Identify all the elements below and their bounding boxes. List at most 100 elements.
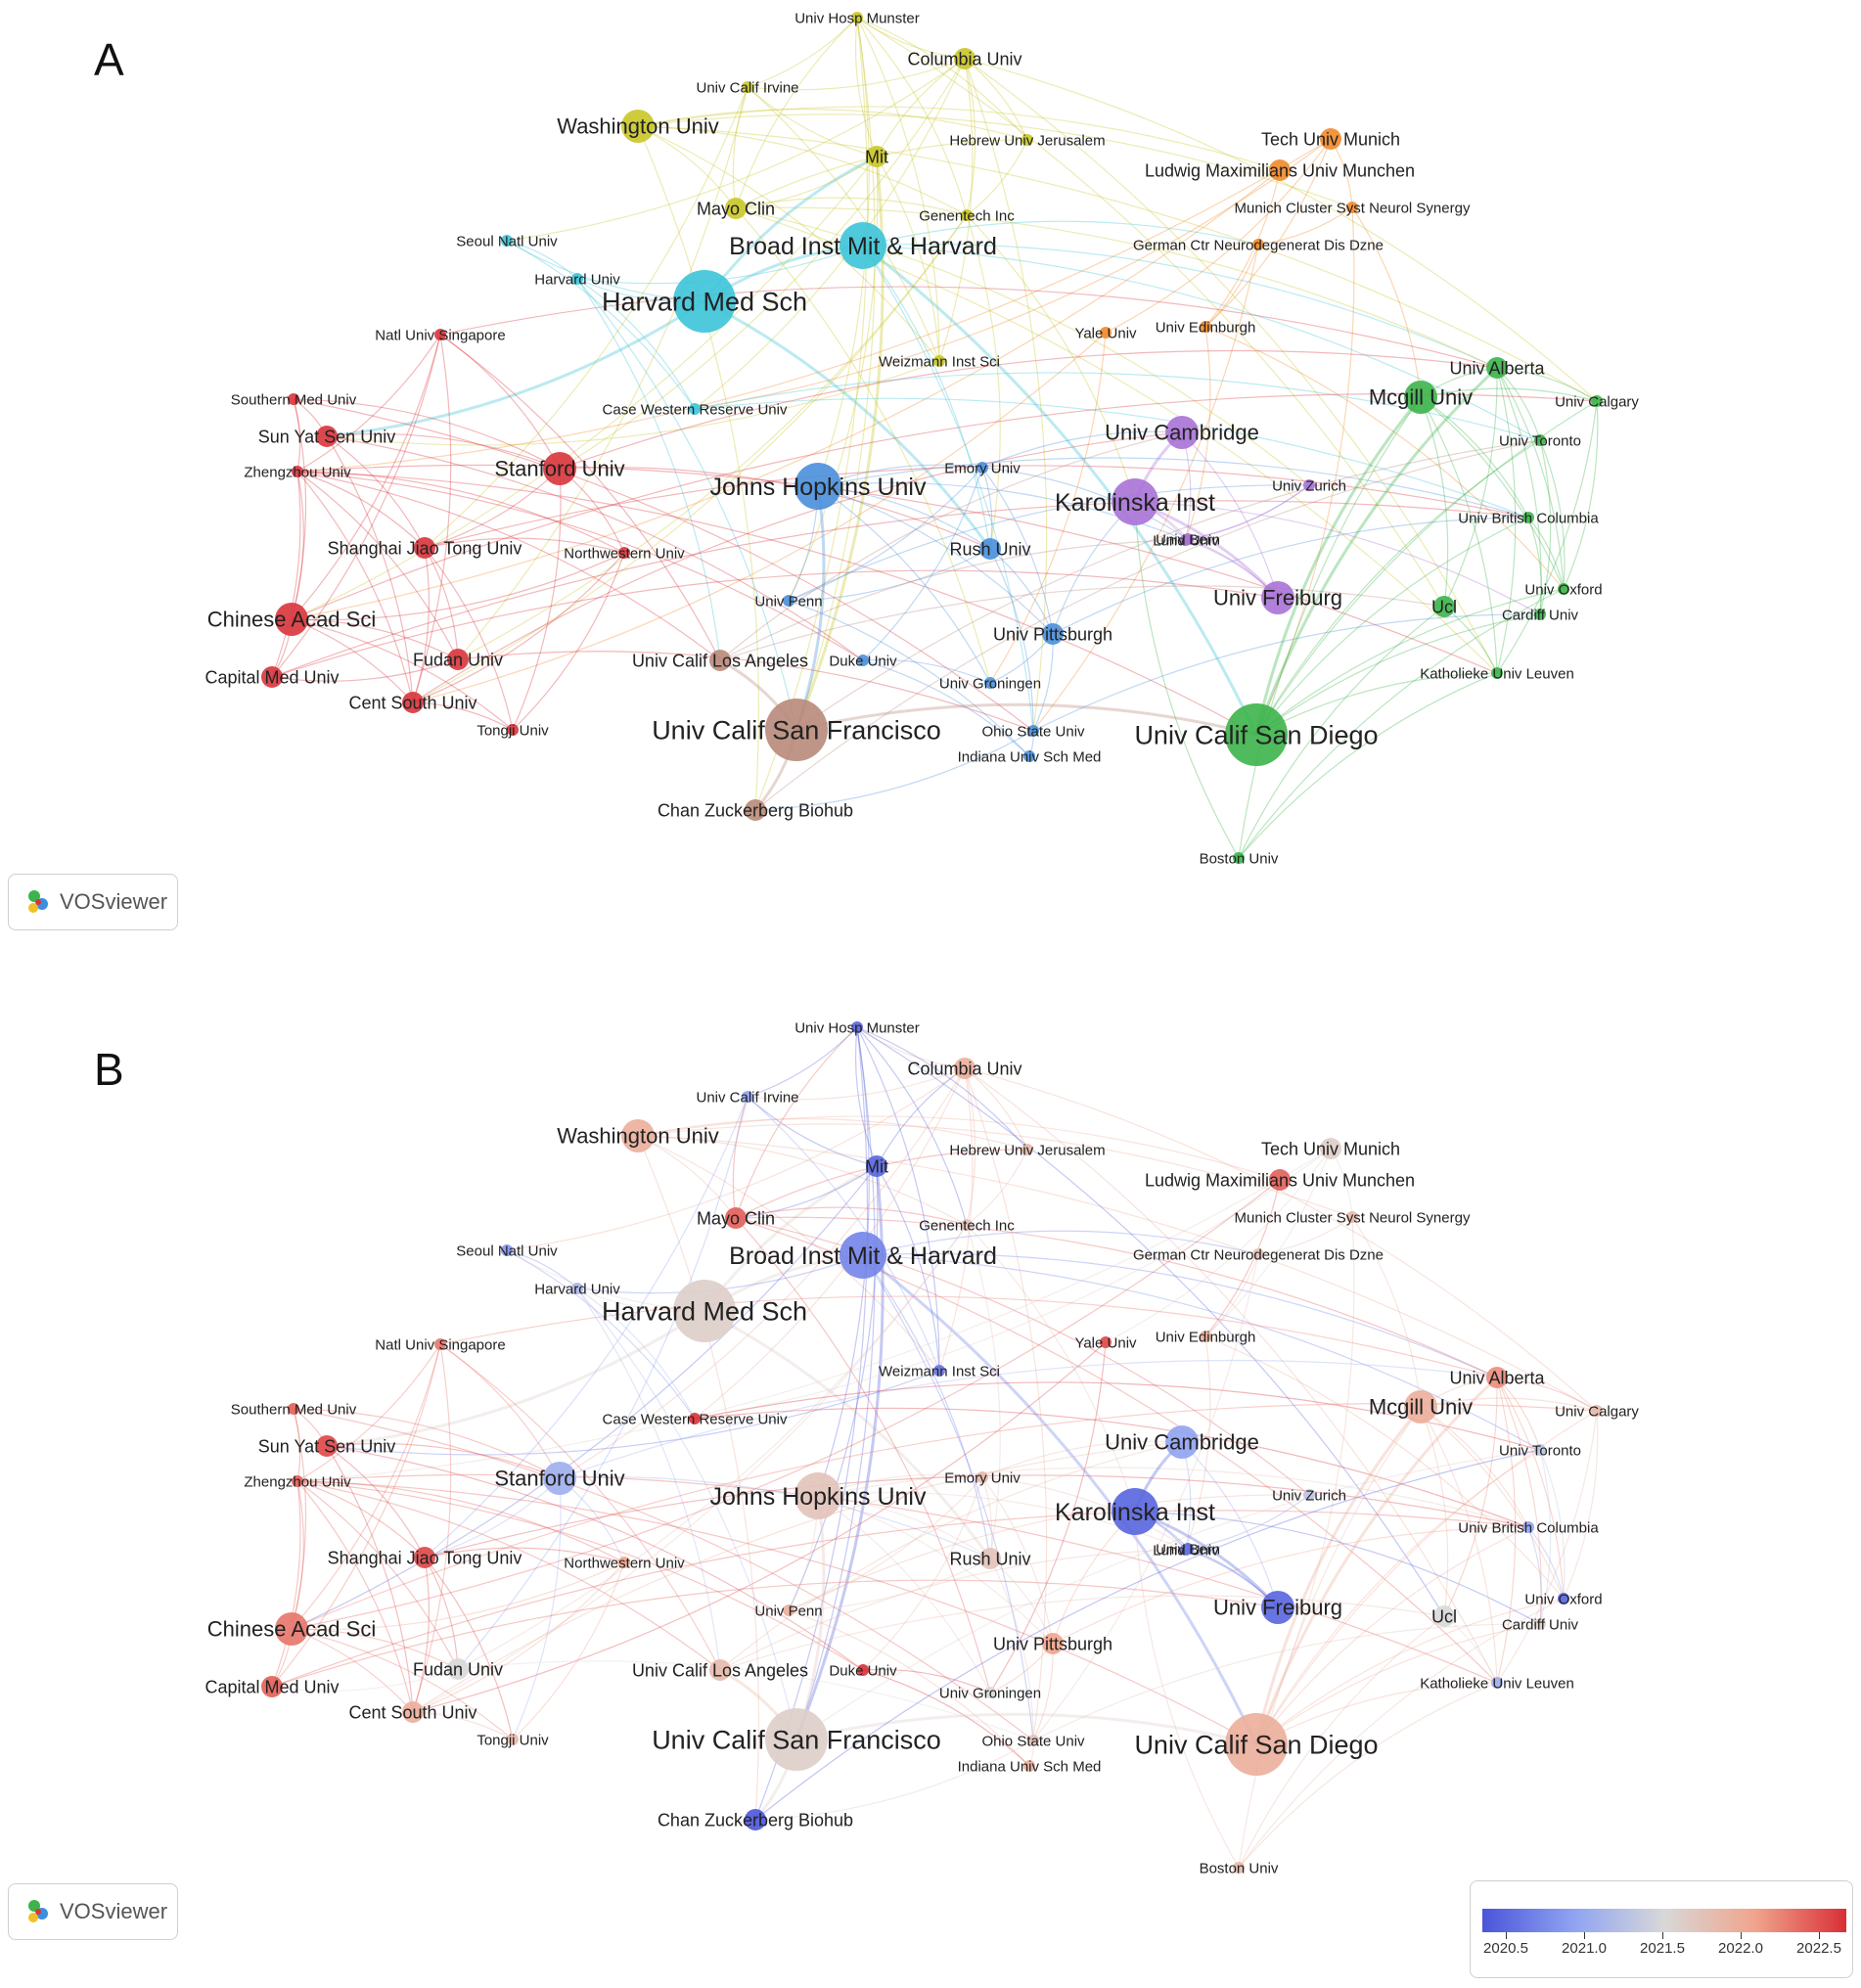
node-univ-oxford[interactable] (1558, 583, 1569, 595)
node-rush-univ[interactable] (979, 538, 1001, 560)
node-duke-univ[interactable] (857, 655, 869, 666)
node-chinese-acad-sci[interactable] (275, 1612, 308, 1646)
node-tongji-univ[interactable] (507, 724, 519, 736)
node-univ-hosp-munster[interactable] (851, 12, 863, 23)
node-rush-univ[interactable] (979, 1548, 1001, 1569)
node-harvard-med-sch[interactable] (673, 1280, 736, 1342)
node-univ-pittsburgh[interactable] (1042, 1633, 1064, 1654)
node-univ-calif-irvine[interactable] (742, 1091, 753, 1103)
node-sun-yat-sen-univ[interactable] (316, 1435, 338, 1457)
node-fudan-univ[interactable] (447, 1658, 469, 1680)
node-lund-univ[interactable] (1180, 1544, 1192, 1556)
node-harvard-univ[interactable] (571, 273, 583, 285)
node-cardiff-univ[interactable] (1534, 1618, 1546, 1630)
node-univ-calif-los-angeles[interactable] (709, 650, 731, 671)
node-ludwig-maximilians-univ-munchen[interactable] (1269, 1169, 1291, 1191)
node-harvard-med-sch[interactable] (673, 270, 736, 333)
node-stanford-univ[interactable] (543, 1462, 576, 1495)
node-karolinska-inst[interactable] (1112, 1488, 1158, 1535)
node-univ-british-columbia[interactable] (1522, 512, 1534, 523)
node-chinese-acad-sci[interactable] (275, 603, 308, 636)
node-boston-univ[interactable] (1233, 852, 1245, 864)
node-johns-hopkins-univ[interactable] (794, 463, 841, 510)
node-univ-calif-san-francisco[interactable] (765, 699, 828, 761)
node-chan-zuckerberg-biohub[interactable] (745, 799, 766, 821)
node-univ-calgary[interactable] (1591, 395, 1603, 407)
node-tech-univ-munich[interactable] (1320, 128, 1341, 150)
node-mayo-clin[interactable] (725, 198, 747, 219)
node-yale-univ[interactable] (1100, 327, 1112, 339)
vosviewer-badge-b[interactable]: VOSviewer (8, 1883, 178, 1940)
node-seoul-natl-univ[interactable] (501, 235, 513, 247)
vosviewer-badge-a[interactable]: VOSviewer (8, 874, 178, 930)
node-case-western-reserve-univ[interactable] (689, 1413, 701, 1424)
node-univ-edinburgh[interactable] (1200, 1331, 1211, 1342)
node-univ-edinburgh[interactable] (1200, 321, 1211, 333)
node-univ-calgary[interactable] (1591, 1405, 1603, 1417)
node-munich-cluster-syst-neurol-synergy[interactable] (1346, 202, 1358, 213)
node-ludwig-maximilians-univ-munchen[interactable] (1269, 159, 1291, 181)
node-zhengzhou-univ[interactable] (292, 1475, 303, 1487)
node-weizmann-inst-sci[interactable] (933, 355, 945, 367)
node-southern-med-univ[interactable] (288, 1403, 299, 1415)
node-univ-zurich[interactable] (1303, 1489, 1315, 1501)
node-univ-groningen[interactable] (984, 677, 996, 689)
node-univ-penn[interactable] (783, 1604, 794, 1616)
node-univ-pittsburgh[interactable] (1042, 623, 1064, 645)
node-southern-med-univ[interactable] (288, 393, 299, 405)
node-univ-alberta[interactable] (1486, 1367, 1508, 1388)
node-fudan-univ[interactable] (447, 649, 469, 670)
node-univ-alberta[interactable] (1486, 357, 1508, 379)
node-univ-cambridge[interactable] (1165, 416, 1199, 449)
node-univ-calif-san-diego[interactable] (1225, 703, 1288, 766)
node-katholieke-univ-leuven[interactable] (1491, 667, 1503, 679)
node-tongji-univ[interactable] (507, 1734, 519, 1745)
node-hebrew-univ-jerusalem[interactable] (1021, 134, 1033, 146)
node-karolinska-inst[interactable] (1112, 478, 1158, 525)
node-yale-univ[interactable] (1100, 1336, 1112, 1348)
node-shanghai-jiao-tong-univ[interactable] (414, 1547, 435, 1568)
node-mcgill-univ[interactable] (1404, 1390, 1437, 1423)
node-genentech-inc[interactable] (961, 1219, 973, 1231)
node-boston-univ[interactable] (1233, 1862, 1245, 1874)
node-seoul-natl-univ[interactable] (501, 1244, 513, 1256)
node-tech-univ-munich[interactable] (1320, 1138, 1341, 1159)
node-natl-univ-singapore[interactable] (434, 329, 446, 340)
node-univ-calif-irvine[interactable] (742, 81, 753, 93)
node-mayo-clin[interactable] (725, 1207, 747, 1229)
node-univ-cambridge[interactable] (1165, 1425, 1199, 1459)
node-mit[interactable] (866, 1155, 887, 1177)
node-univ-british-columbia[interactable] (1522, 1521, 1534, 1533)
node-ohio-state-univ[interactable] (1027, 725, 1039, 737)
node-mcgill-univ[interactable] (1404, 381, 1437, 414)
node-sun-yat-sen-univ[interactable] (316, 426, 338, 447)
node-washington-univ[interactable] (621, 1119, 655, 1152)
node-northwestern-univ[interactable] (618, 1557, 630, 1568)
node-univ-toronto[interactable] (1534, 434, 1546, 446)
node-german-ctr-neurodegenerat-dis-dzne[interactable] (1252, 239, 1264, 250)
node-chan-zuckerberg-biohub[interactable] (745, 1809, 766, 1830)
node-harvard-univ[interactable] (571, 1283, 583, 1294)
node-univ-zurich[interactable] (1303, 479, 1315, 491)
node-cent-south-univ[interactable] (402, 1701, 424, 1723)
node-german-ctr-neurodegenerat-dis-dzne[interactable] (1252, 1248, 1264, 1260)
node-stanford-univ[interactable] (543, 452, 576, 485)
node-indiana-univ-sch-med[interactable] (1023, 750, 1035, 762)
node-weizmann-inst-sci[interactable] (933, 1365, 945, 1377)
node-capital-med-univ[interactable] (261, 1676, 283, 1697)
node-emory-univ[interactable] (976, 462, 988, 474)
node-columbia-univ[interactable] (954, 1058, 976, 1079)
node-univ-hosp-munster[interactable] (851, 1021, 863, 1033)
node-mit[interactable] (866, 146, 887, 167)
node-broad-inst-mit-harvard[interactable] (840, 222, 886, 269)
node-univ-penn[interactable] (783, 595, 794, 607)
node-natl-univ-singapore[interactable] (434, 1338, 446, 1350)
node-cent-south-univ[interactable] (402, 692, 424, 713)
node-ohio-state-univ[interactable] (1027, 1735, 1039, 1746)
node-univ-calif-san-francisco[interactable] (765, 1708, 828, 1771)
node-univ-freiburg[interactable] (1261, 581, 1294, 614)
node-case-western-reserve-univ[interactable] (689, 403, 701, 415)
node-northwestern-univ[interactable] (618, 547, 630, 559)
node-johns-hopkins-univ[interactable] (794, 1472, 841, 1519)
node-indiana-univ-sch-med[interactable] (1023, 1760, 1035, 1772)
